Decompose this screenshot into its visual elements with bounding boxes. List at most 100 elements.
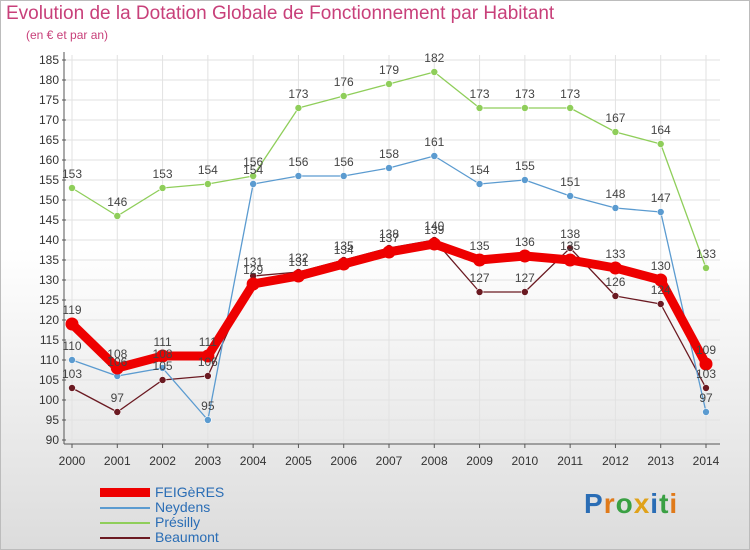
data-label: 146 [107, 195, 127, 209]
legend-label: Beaumont [155, 529, 219, 545]
y-tick-label: 145 [39, 213, 59, 227]
chart-title: Evolution de la Dotation Globale de Fonc… [6, 3, 555, 24]
data-point [521, 288, 529, 296]
y-tick-label: 135 [39, 253, 59, 267]
x-tick-label: 2002 [149, 454, 176, 468]
y-tick-label: 155 [39, 173, 59, 187]
data-point [566, 104, 574, 112]
x-tick-label: 2014 [693, 454, 720, 468]
data-label: 97 [111, 391, 125, 405]
logo-letter: r [603, 488, 616, 519]
data-label: 139 [424, 223, 444, 237]
logo-text: Proxiti [584, 488, 678, 519]
y-tick-label: 120 [39, 313, 59, 327]
x-tick-label: 2008 [421, 454, 448, 468]
data-label: 135 [334, 239, 354, 253]
logo-letter: i [669, 488, 679, 519]
data-label: 95 [201, 399, 215, 413]
legend-swatch [100, 522, 150, 524]
y-tick-label: 185 [39, 53, 59, 67]
data-label: 140 [424, 219, 444, 233]
legend-swatch [100, 537, 150, 539]
data-label: 124 [651, 283, 671, 297]
y-tick-label: 180 [39, 73, 59, 87]
data-label: 154 [470, 163, 490, 177]
data-label: 103 [696, 367, 716, 381]
data-label: 153 [62, 167, 82, 181]
data-label: 148 [605, 187, 625, 201]
data-point [656, 208, 665, 216]
legend-label: Présilly [155, 514, 201, 530]
x-tick-label: 2009 [466, 454, 493, 468]
data-point [566, 192, 574, 200]
x-tick-label: 2004 [240, 454, 267, 468]
data-label: 135 [560, 239, 580, 253]
data-point [339, 172, 348, 180]
data-point [339, 92, 348, 100]
series-feigères [65, 237, 713, 375]
data-point [566, 244, 574, 252]
data-point [430, 68, 439, 76]
series-présilly [68, 68, 710, 272]
legend-label: Neydens [155, 499, 211, 515]
data-label: 156 [288, 155, 308, 169]
data-point [427, 237, 441, 251]
series-group [65, 68, 713, 424]
x-tick-label: 2003 [195, 454, 222, 468]
logo-letter: o [615, 488, 634, 519]
y-tick-label: 95 [46, 413, 60, 427]
legend-swatch [100, 507, 150, 509]
data-label: 173 [515, 87, 535, 101]
data-point [201, 349, 215, 363]
y-tick-label: 130 [39, 273, 59, 287]
data-label: 108 [153, 347, 173, 361]
data-label: 130 [651, 259, 671, 273]
data-label: 135 [470, 239, 490, 253]
data-point [654, 273, 668, 287]
data-point [475, 288, 484, 296]
data-point [113, 408, 122, 416]
x-tick-label: 2006 [330, 454, 357, 468]
data-point [611, 204, 620, 212]
data-label: 138 [379, 227, 399, 241]
data-label: 158 [379, 147, 399, 161]
data-point [204, 372, 212, 380]
data-label: 106 [198, 355, 218, 369]
data-label: 173 [560, 87, 580, 101]
data-label: 173 [470, 87, 490, 101]
logo-letter: t [659, 488, 670, 519]
data-label: 136 [515, 235, 535, 249]
data-point [294, 172, 303, 180]
data-label: 108 [107, 347, 127, 361]
data-label: 137 [379, 231, 399, 245]
y-tick-label: 175 [39, 93, 59, 107]
data-point [521, 176, 529, 184]
data-label: 155 [515, 159, 535, 173]
y-tick-label: 165 [39, 133, 59, 147]
data-point [113, 212, 122, 220]
x-tick-label: 2011 [557, 454, 583, 468]
data-label: 105 [153, 359, 173, 373]
y-tick-label: 100 [39, 393, 59, 407]
data-point [475, 180, 484, 188]
logo-letter: P [584, 488, 604, 519]
data-point [611, 128, 620, 136]
data-label: 133 [696, 247, 716, 261]
y-tick-label: 140 [39, 233, 59, 247]
grid-lines [62, 55, 720, 444]
x-tick-label: 2013 [647, 454, 674, 468]
data-point [521, 104, 529, 112]
data-point [518, 249, 532, 263]
y-axis-ticks: 90 95 100 105 110 115 120 125 130 135 140 145 150 155… [39, 53, 59, 447]
y-tick-label: 110 [40, 353, 59, 367]
data-label: 151 [560, 175, 580, 189]
data-label: 153 [153, 167, 173, 181]
data-label: 110 [62, 339, 81, 353]
data-label: 161 [424, 135, 444, 149]
data-label: 164 [651, 123, 671, 137]
data-point [249, 172, 257, 180]
proxiti-logo: Proxiti [584, 488, 678, 520]
data-point [68, 356, 76, 364]
data-point [430, 152, 439, 160]
